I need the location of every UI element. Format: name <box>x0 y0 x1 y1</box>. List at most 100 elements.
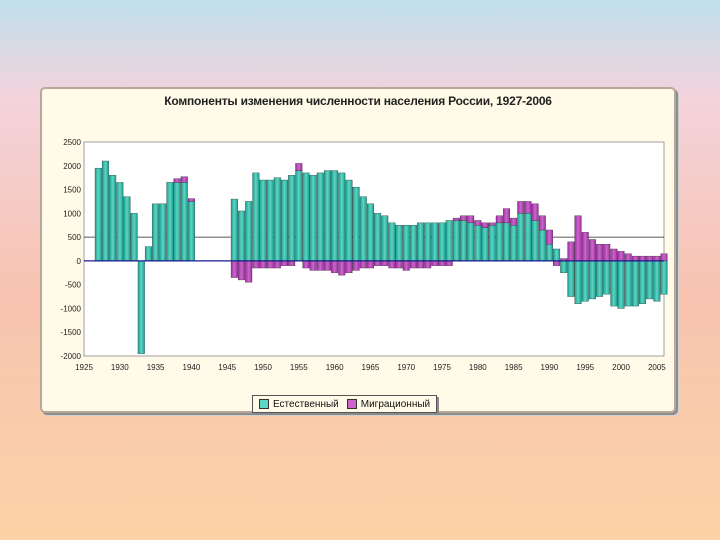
bar-migration-1961 <box>338 260 346 276</box>
bar-natural-1929 <box>109 175 117 262</box>
bar-natural-1948 <box>245 201 253 262</box>
bar-natural-1965 <box>366 203 374 262</box>
bar-migration-1985 <box>510 217 518 226</box>
y-tick-label: -1500 <box>61 328 82 337</box>
bar-migration-2000 <box>617 251 625 262</box>
bar-natural-1975 <box>438 222 446 262</box>
bar-migration-1981 <box>481 222 489 228</box>
y-tick-label: 500 <box>68 233 82 242</box>
bar-natural-1932 <box>130 213 138 262</box>
bar-migration-2002 <box>631 255 639 262</box>
bar-migration-1999 <box>610 248 618 262</box>
bar-migration-1940 <box>187 198 195 202</box>
bar-migration-1959 <box>323 260 331 271</box>
plot-area <box>83 141 665 357</box>
bar-natural-1955 <box>295 170 303 262</box>
bar-natural-2003 <box>639 260 647 304</box>
bar-natural-1979 <box>467 222 475 262</box>
bar-natural-1959 <box>323 170 331 262</box>
bar-natural-1984 <box>502 222 510 262</box>
bar-natural-1953 <box>280 179 288 262</box>
bar-migration-1958 <box>316 260 324 271</box>
bar-migration-1948 <box>245 260 253 283</box>
bar-migration-1946 <box>230 260 238 278</box>
bar-natural-1930 <box>116 182 124 262</box>
bar-natural-1928 <box>101 160 109 262</box>
bar-natural-2001 <box>624 260 632 307</box>
bar-migration-1974 <box>431 260 439 266</box>
bar-migration-1978 <box>460 215 467 221</box>
bar-migration-1957 <box>309 260 317 271</box>
bar-natural-1951 <box>266 179 274 262</box>
bar-migration-1993 <box>567 241 575 262</box>
bar-natural-2004 <box>646 260 654 300</box>
x-tick-label: 1945 <box>218 363 236 372</box>
x-tick-label: 2000 <box>612 363 630 372</box>
bar-migration-1956 <box>302 260 310 269</box>
legend-item-natural: Естественный <box>259 399 339 410</box>
bar-natural-1997 <box>596 260 604 297</box>
bar-natural-1993 <box>567 260 575 297</box>
bar-natural-2005 <box>653 260 661 302</box>
bar-natural-1950 <box>259 179 267 262</box>
bar-natural-1980 <box>474 225 482 262</box>
x-tick-label: 1940 <box>183 363 201 372</box>
bar-migration-1988 <box>531 203 539 221</box>
bar-natural-1986 <box>517 213 525 262</box>
bar-natural-1976 <box>445 220 453 262</box>
bar-natural-1991 <box>553 248 561 262</box>
bar-natural-1954 <box>288 175 296 262</box>
x-tick-label: 1960 <box>326 363 344 372</box>
bar-migration-1989 <box>538 215 546 231</box>
bar-migration-1977 <box>452 217 460 221</box>
bar-natural-1962 <box>345 179 353 262</box>
bar-migration-1976 <box>445 260 453 266</box>
y-tick-label: -1000 <box>61 304 82 313</box>
bar-natural-1963 <box>352 186 360 262</box>
x-tick-label: 1965 <box>362 363 380 372</box>
bar-natural-1972 <box>417 222 425 262</box>
bar-migration-1994 <box>574 215 582 262</box>
bar-natural-1990 <box>545 244 553 262</box>
bar-natural-1974 <box>431 222 439 262</box>
bar-natural-1995 <box>581 260 589 302</box>
bar-natural-1988 <box>531 220 539 262</box>
bar-migration-2003 <box>639 255 647 262</box>
bar-natural-1939 <box>180 182 188 262</box>
bar-migration-1965 <box>366 260 374 269</box>
legend: Естественный Миграционный <box>252 395 438 413</box>
bar-migration-1991 <box>553 260 561 266</box>
bar-natural-1994 <box>574 260 582 304</box>
bar-migration-2001 <box>624 253 632 262</box>
bar-migration-1995 <box>581 232 589 262</box>
bar-migration-1982 <box>488 222 496 226</box>
bar-migration-1963 <box>352 260 360 271</box>
bar-migration-1960 <box>331 260 339 273</box>
bar-natural-1983 <box>495 222 503 262</box>
legend-label-migration: Миграционный <box>360 398 431 410</box>
bar-migration-1949 <box>252 260 260 269</box>
y-tick-label: 1500 <box>63 186 81 195</box>
chart-frame: Компоненты изменения численности населен… <box>40 87 676 413</box>
bar-natural-1957 <box>309 175 317 262</box>
y-tick-label: -2000 <box>61 352 82 361</box>
bar-migration-2006 <box>660 253 668 262</box>
legend-item-migration: Миграционный <box>346 398 431 410</box>
legend-swatch-natural <box>259 399 269 409</box>
bar-natural-1999 <box>610 260 618 307</box>
bar-migration-1987 <box>524 201 532 214</box>
bar-migration-1971 <box>409 260 417 269</box>
x-tick-label: 1950 <box>254 363 272 372</box>
bar-migration-1998 <box>603 244 611 262</box>
bar-migration-2005 <box>653 255 661 262</box>
bar-natural-1933 <box>137 260 145 354</box>
bar-migration-1955 <box>295 163 303 171</box>
x-tick-label: 1975 <box>433 363 451 372</box>
bar-migration-1980 <box>474 220 482 226</box>
bar-migration-1953 <box>280 260 288 266</box>
bar-migration-1967 <box>381 260 389 266</box>
bar-natural-1982 <box>488 225 496 262</box>
bar-natural-1985 <box>510 225 518 262</box>
bar-migration-1969 <box>395 260 403 269</box>
bar-migration-1952 <box>273 260 281 269</box>
